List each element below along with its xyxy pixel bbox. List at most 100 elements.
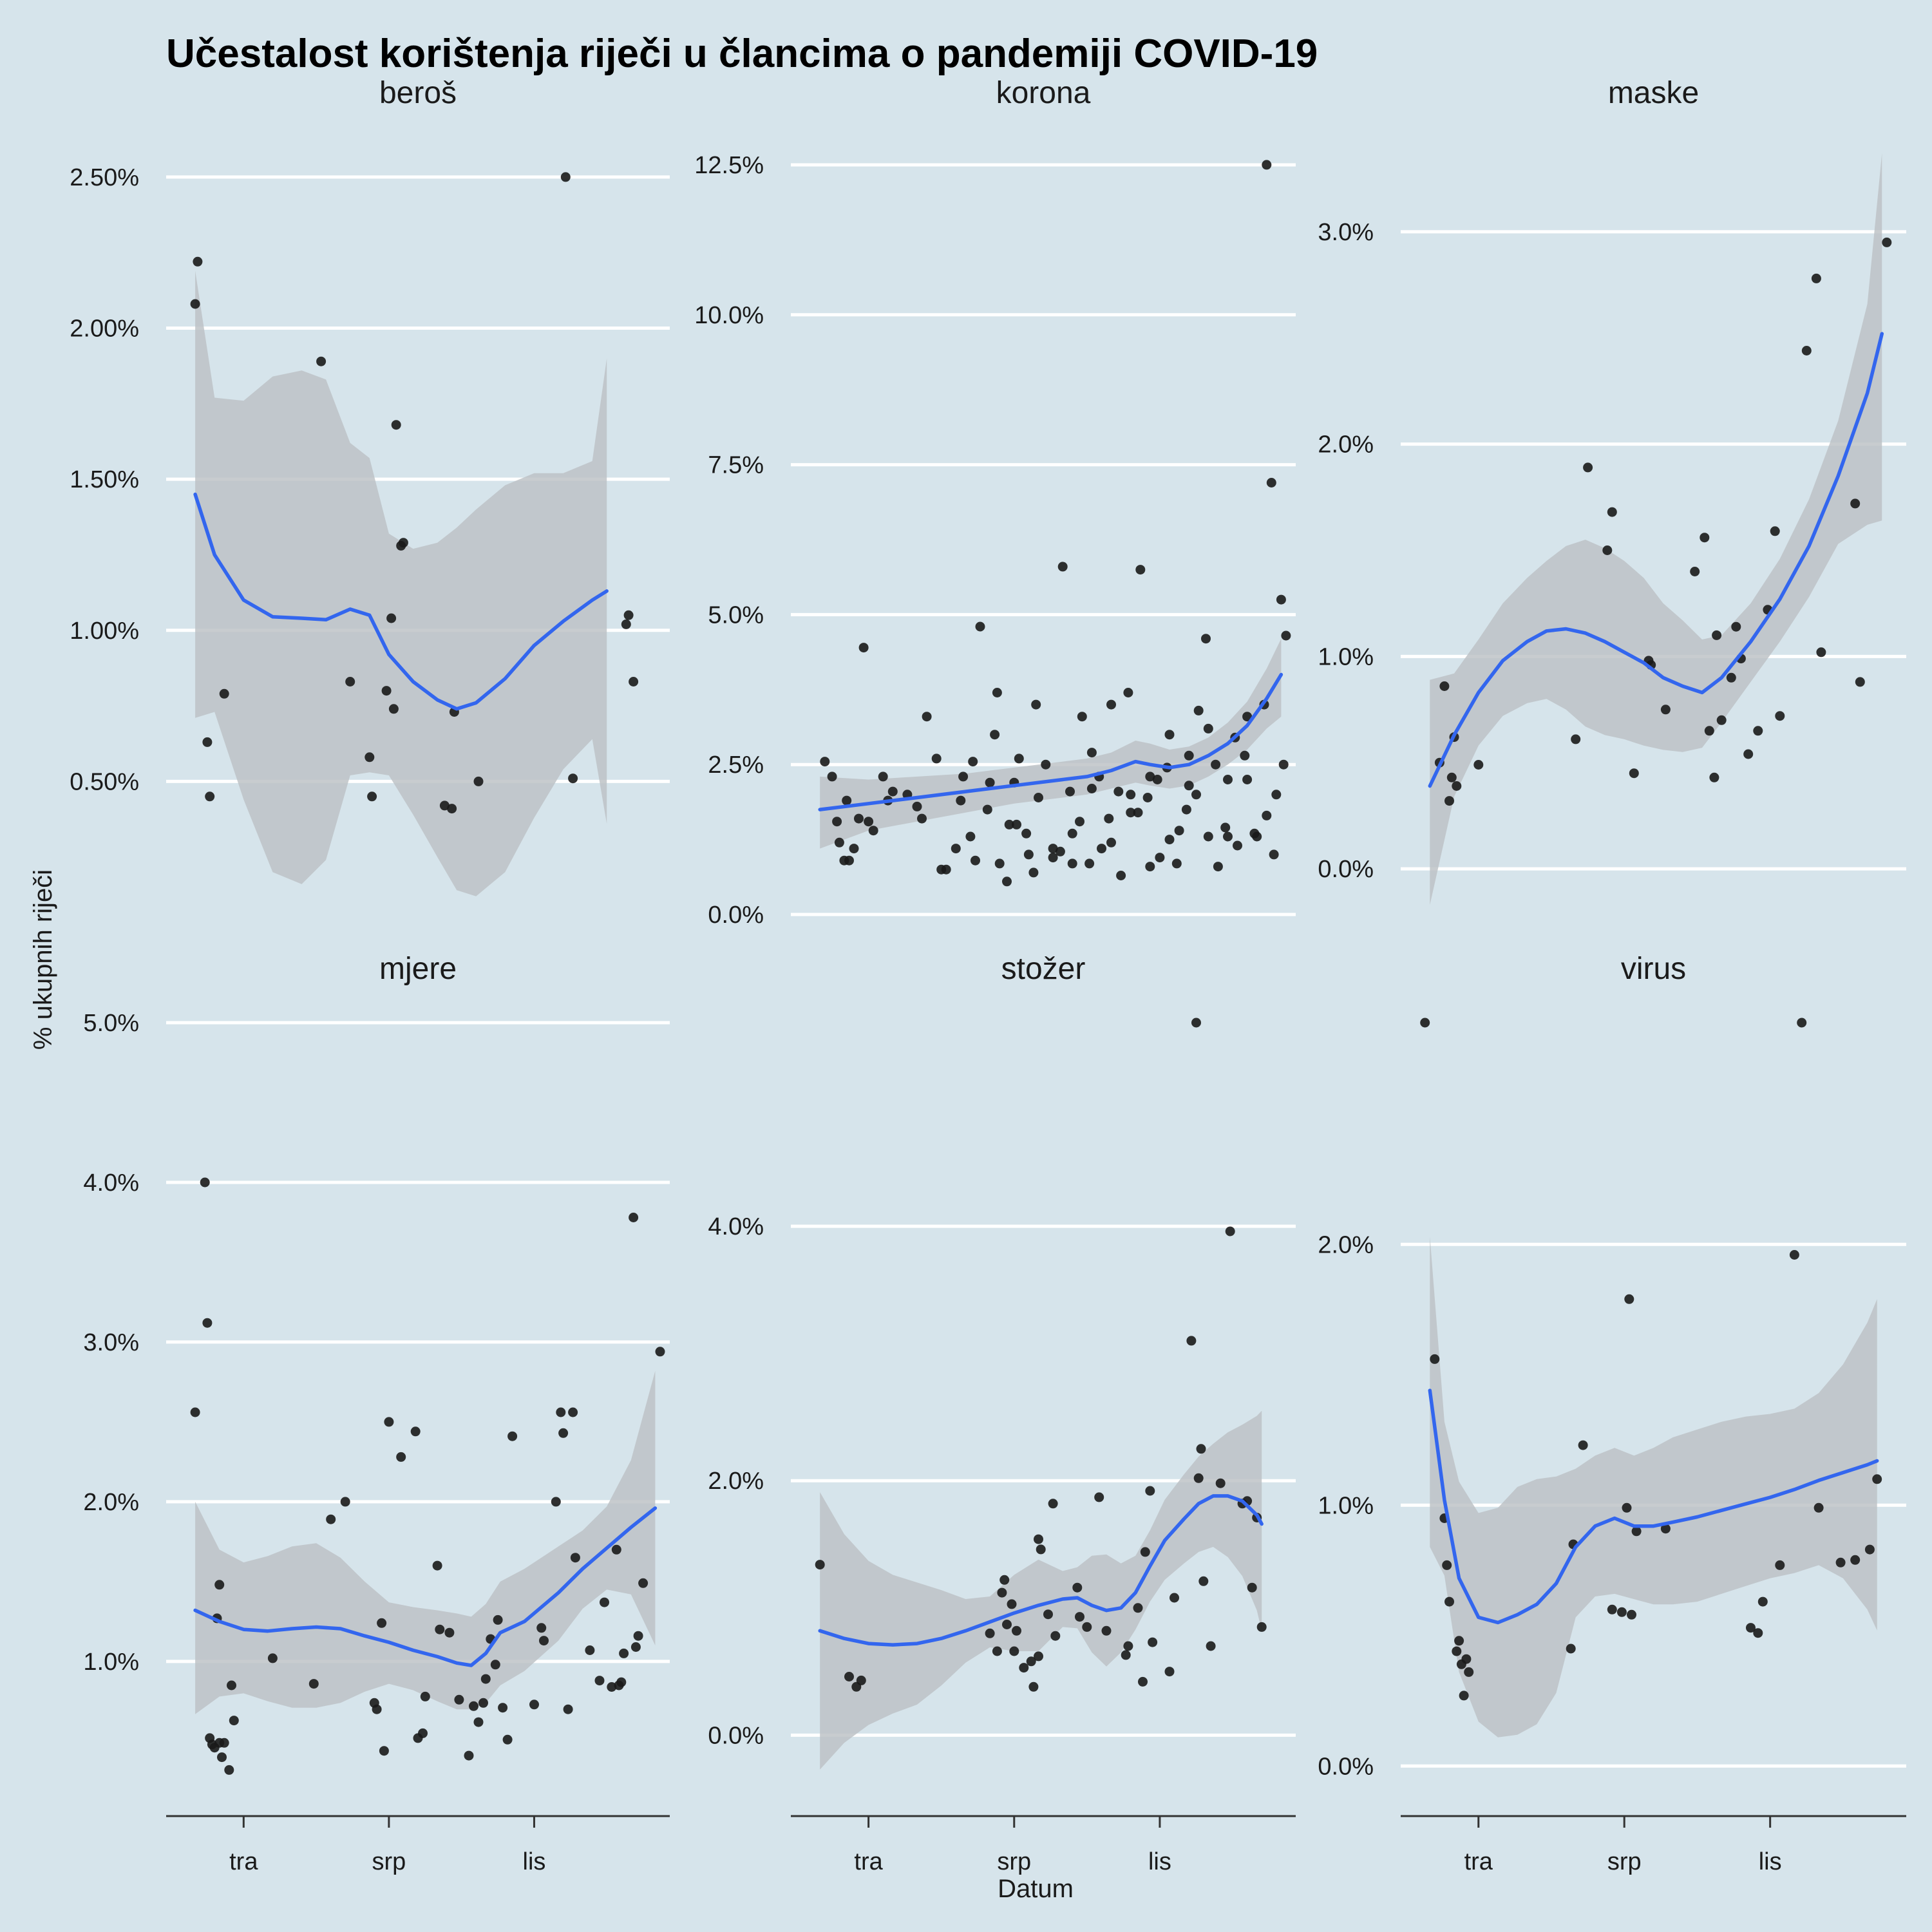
panel-4-data-point: [558, 1428, 569, 1438]
panel-5-data-point: [1082, 1622, 1092, 1632]
panel-2-data-point: [842, 795, 852, 806]
panel-3-data-point: [1770, 526, 1780, 536]
panel-2-data-point: [834, 837, 844, 848]
panel-3-data-point: [1583, 462, 1593, 473]
panel-1-data-point: [367, 791, 377, 802]
panel-5-data-point: [1072, 1582, 1083, 1593]
panel-5-data-point: [1170, 1593, 1179, 1603]
panel-6-strip-label: virus: [1621, 952, 1686, 986]
panel-2-data-point: [1133, 808, 1143, 818]
panel-2-data-point: [1184, 750, 1194, 761]
panel-4-strip-label: mjere: [379, 952, 457, 986]
panel-5-data-point: [856, 1675, 866, 1685]
panel-4-data-point: [556, 1407, 566, 1417]
panel-4-data-point: [619, 1648, 629, 1658]
panel-6-data-point: [1461, 1654, 1472, 1664]
panel-5-data-point: [1148, 1637, 1158, 1647]
panel-2-data-point: [1211, 759, 1221, 770]
panel-2-data-point: [1191, 790, 1201, 800]
panel-3-data-point: [1607, 507, 1617, 517]
panel-2-data-point: [1184, 781, 1194, 791]
panel-2-data-point: [1242, 712, 1253, 722]
panel-2-y-tick-label: 10.0%: [694, 302, 764, 329]
panel-4: mjere 1.0% 2.0% 3.0% 4.0% 5.0% tra srp lis: [83, 952, 670, 1875]
panel-4-data-point: [224, 1765, 234, 1775]
panel-6-data-point: [1789, 1250, 1799, 1260]
panel-5-data-point: [1247, 1582, 1257, 1593]
panel-4-data-point: [444, 1627, 455, 1638]
panel-4-data-point: [190, 1407, 200, 1417]
panel-5-data-point: [1101, 1625, 1112, 1636]
panel-4-data-point: [507, 1431, 518, 1441]
panel-2-data-point: [917, 813, 927, 824]
panel-6-confidence-ribbon: [1430, 1236, 1877, 1738]
panel-5-y-tick-label: 4.0%: [708, 1213, 764, 1240]
panel-2-data-point: [1281, 630, 1291, 641]
panel-4-data-point: [214, 1580, 225, 1590]
panel-6-data-point: [1616, 1607, 1627, 1617]
panel-3-data-point: [1439, 681, 1450, 691]
panel-4-data-point: [454, 1694, 464, 1705]
panel-1-data-point: [388, 704, 399, 714]
panel-6-x-tick-label: lis: [1759, 1848, 1782, 1875]
panel-2-data-point: [1242, 775, 1253, 784]
panel-3-data-point: [1446, 772, 1457, 782]
panel-2-data-point: [1142, 793, 1153, 802]
panel-2-data-point: [1116, 871, 1126, 880]
panel-4-data-point: [418, 1728, 428, 1738]
panel-3-data-point: [1811, 273, 1821, 283]
panel-3-data-point: [1726, 672, 1736, 683]
panel-2-data-point: [1213, 862, 1223, 872]
panel-2-data-point: [1086, 784, 1097, 793]
panel-1-data-point: [316, 356, 327, 366]
panel-4-data-point: [435, 1624, 445, 1634]
panel-2-data-point: [990, 730, 1000, 740]
panel-6-x-tick-label: srp: [1607, 1848, 1642, 1875]
panel-2-data-point: [1048, 853, 1058, 863]
panel-3-data-point: [1716, 715, 1727, 725]
panel-5-data-point: [1196, 1444, 1206, 1454]
panel-2-data-point: [1048, 844, 1058, 854]
panel-3-data-point: [1704, 726, 1714, 736]
panel-2-data-point: [868, 826, 878, 836]
panel-4-data-point: [536, 1623, 547, 1633]
panel-4-data-point: [611, 1544, 621, 1555]
panel-4-smooth-line: [193, 1506, 658, 1667]
panel-2-data-point: [1002, 876, 1012, 887]
panel-5: stožer 0.0% 2.0% 4.0% tra srp lis: [708, 952, 1296, 1875]
panel-6-data-point: [1627, 1609, 1636, 1620]
panel-4-data-point: [478, 1698, 488, 1708]
panel-2-data-point: [982, 804, 992, 815]
panel-3-y-tick-label: 1.0%: [1318, 643, 1374, 670]
panel-4-y-tick-label: 2.0%: [83, 1489, 139, 1516]
panel-6-data-point: [1746, 1623, 1756, 1633]
panel-4-y-tick-label: 3.0%: [83, 1329, 139, 1356]
panel-6-data-point: [1444, 1596, 1454, 1607]
panel-3-y-tick-label: 2.0%: [1318, 431, 1374, 459]
panel-5-data-point: [992, 1646, 1002, 1656]
panel-6-data-point: [1420, 1018, 1430, 1028]
panel-2-data-point: [887, 786, 898, 797]
panel-6-data-point: [1624, 1294, 1634, 1304]
panel-6-data-point: [1660, 1524, 1671, 1534]
panel-4-data-point: [473, 1717, 484, 1727]
panel-4-data-point: [340, 1497, 350, 1507]
panel-4-data-point: [570, 1553, 580, 1563]
panel-1-data-point: [219, 688, 229, 699]
panel-2-data-point: [1084, 858, 1095, 869]
panel-5-data-point: [1034, 1651, 1043, 1662]
panel-3-data-point: [1602, 545, 1613, 555]
panel-4-data-point: [377, 1618, 387, 1628]
panel-4-data-point: [568, 1407, 578, 1417]
panel-2-data-point: [975, 621, 985, 632]
panel-5-data-point: [1164, 1667, 1175, 1677]
panel-2-data-point: [1145, 862, 1155, 872]
panel-1-data-point: [365, 752, 375, 762]
panel-4-data-point: [563, 1704, 573, 1714]
panel-1-data-point: [345, 677, 355, 687]
panel-5-data-point: [1193, 1473, 1204, 1483]
panel-5-data-point: [815, 1560, 825, 1570]
panel-2-data-point: [1203, 831, 1213, 842]
panel-3-data-point: [1629, 768, 1639, 779]
